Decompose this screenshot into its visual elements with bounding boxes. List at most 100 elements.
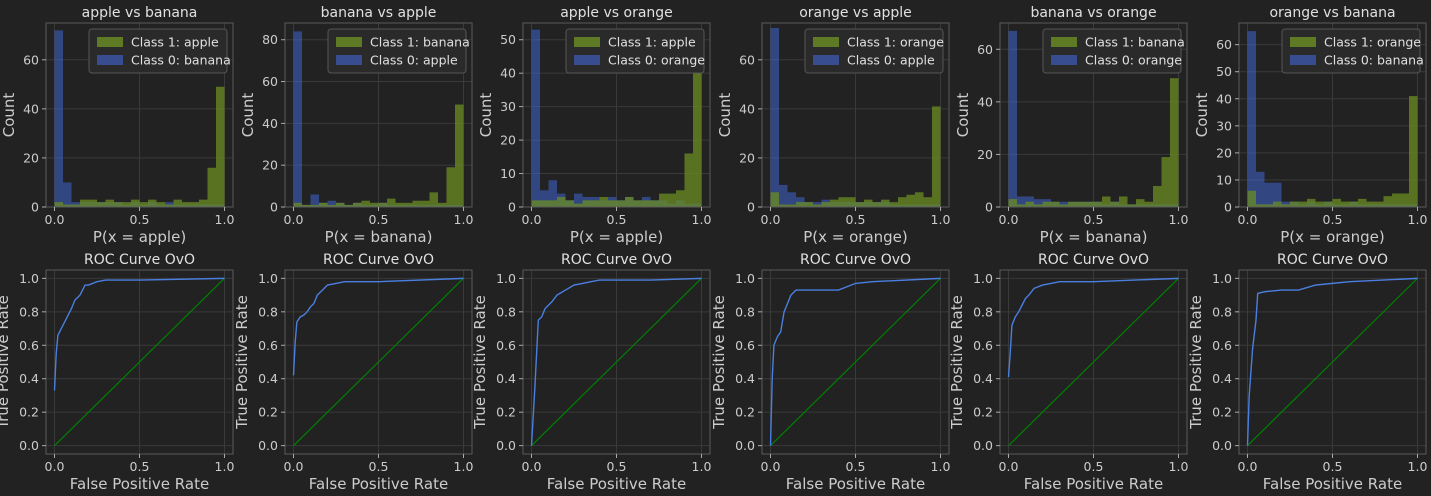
x-tick-label: 1.0: [1169, 459, 1189, 474]
bar-class1: [173, 199, 182, 207]
y-tick-label: 0.4: [973, 371, 993, 386]
legend: Class 1: apple Class 0: banana: [88, 28, 231, 74]
bar-class1: [1119, 196, 1128, 207]
legend-swatch-class1: [574, 37, 600, 47]
legend-swatch-class0: [97, 55, 123, 65]
roc-curve: [1007, 277, 1179, 378]
x-tick-label: 0.0: [522, 212, 542, 227]
bar-class1: [1161, 157, 1170, 207]
subplot-5: Class 1: banana Class 0: orange 0.0 0.5 1.0 0…: [954, 5, 1188, 246]
bar-class1: [438, 202, 447, 207]
y-tick-label: 0.0: [496, 438, 516, 453]
bar-class1: [1085, 201, 1094, 207]
x-tick-label: 0.0: [1238, 212, 1258, 227]
bar-class1: [1093, 201, 1102, 207]
y-tick-label: 30: [1216, 118, 1232, 133]
bar-class1: [1034, 204, 1043, 207]
bar-class1: [1110, 201, 1119, 207]
bar-class1: [616, 200, 625, 207]
bar-class0: [574, 193, 583, 207]
y-tick-label: 20: [262, 158, 278, 173]
bar-class1: [156, 202, 165, 207]
bar-class1: [830, 199, 839, 207]
x-tick-label: 0.5: [369, 212, 389, 227]
y-axis-label: Count: [954, 93, 972, 138]
y-tick-label: 0.2: [19, 405, 39, 420]
legend-swatch-class0: [574, 55, 600, 65]
legend-swatch-class1: [1290, 37, 1316, 47]
x-tick-label: 1.0: [931, 459, 951, 474]
bar-class1: [1136, 199, 1145, 207]
x-tick-label: 1.0: [215, 212, 235, 227]
legend-label-class1: Class 1: orange: [847, 35, 944, 50]
y-tick-label: 0.6: [258, 338, 278, 353]
x-axis-label: False Positive Rate: [547, 475, 686, 493]
legend-swatch-class0: [1051, 55, 1077, 65]
bar-class1: [889, 202, 898, 207]
y-tick-label: 0.4: [496, 371, 516, 386]
subplot-12: 0.0 0.5 1.0 0.0 0.2 0.4 0.6 0.8 1.0 ROC Curve OvO…: [1187, 252, 1427, 493]
subplot-2: Class 1: banana Class 0: apple 0.0 0.5 1.0 0 2…: [239, 5, 473, 246]
x-tick-label: 0.0: [284, 459, 304, 474]
bar-class1: [1068, 201, 1077, 207]
bar-class0: [63, 182, 72, 207]
x-tick-label: 0.5: [607, 212, 627, 227]
y-tick-label: 0.6: [19, 338, 39, 353]
bar-class1: [429, 192, 438, 207]
y-axis-label: Count: [0, 93, 18, 138]
bar-class1: [1366, 201, 1375, 207]
x-tick-label: 0.0: [45, 459, 65, 474]
x-tick-label: 0.5: [846, 459, 866, 474]
x-tick-label: 1.0: [692, 459, 712, 474]
bar-class1: [923, 197, 932, 207]
y-tick-label: 0.0: [258, 438, 278, 453]
bar-class1: [387, 198, 396, 207]
bar-class1: [693, 43, 702, 208]
x-axis-label: P(x = banana): [325, 228, 433, 246]
legend-box: [1042, 28, 1182, 74]
bar-class0: [779, 184, 788, 207]
legend-box: [1281, 28, 1421, 74]
y-tick-label: 60: [1216, 37, 1232, 52]
x-tick-label: 0.0: [999, 459, 1019, 474]
bar-class1: [659, 193, 668, 207]
x-axis-label: False Positive Rate: [1263, 475, 1402, 493]
bar-class1: [319, 202, 328, 207]
y-tick-label: 0.6: [1212, 338, 1232, 353]
bar-class1: [1051, 201, 1060, 207]
y-tick-label: 0.2: [258, 405, 278, 420]
bar-class1: [395, 202, 404, 207]
bar-class1: [932, 106, 941, 207]
x-tick-label: 0.0: [45, 212, 65, 227]
y-axis-label: Count: [477, 93, 495, 138]
bar-class1: [336, 202, 345, 207]
bar-class1: [591, 200, 600, 207]
subplot-title: ROC Curve OvO: [84, 252, 195, 268]
bar-class0: [787, 192, 796, 207]
y-tick-label: 60: [739, 52, 755, 67]
bar-class1: [148, 199, 157, 207]
y-tick-label: 0.4: [19, 371, 39, 386]
bar-class0: [327, 200, 336, 207]
bar-class1: [199, 199, 208, 207]
legend-label-class1: Class 1: orange: [1324, 35, 1421, 50]
bar-class1: [54, 202, 63, 207]
bar-class1: [838, 197, 847, 207]
bar-class1: [310, 204, 319, 207]
x-axis-label: False Positive Rate: [309, 475, 448, 493]
bar-class1: [1307, 198, 1316, 207]
y-tick-label: 20: [500, 133, 516, 148]
bar-class1: [293, 202, 302, 207]
y-tick-label: 50: [500, 32, 516, 47]
bar-class1: [80, 199, 89, 207]
roc-curve: [1246, 277, 1418, 446]
bar-class1: [1383, 196, 1392, 207]
bar-class1: [915, 192, 924, 207]
legend: Class 1: apple Class 0: orange: [565, 28, 705, 74]
bar-class1: [667, 193, 676, 207]
bar-class1: [378, 202, 387, 207]
y-tick-label: 1.0: [1212, 271, 1232, 286]
bar-class1: [1315, 201, 1324, 207]
bar-class1: [779, 204, 788, 207]
